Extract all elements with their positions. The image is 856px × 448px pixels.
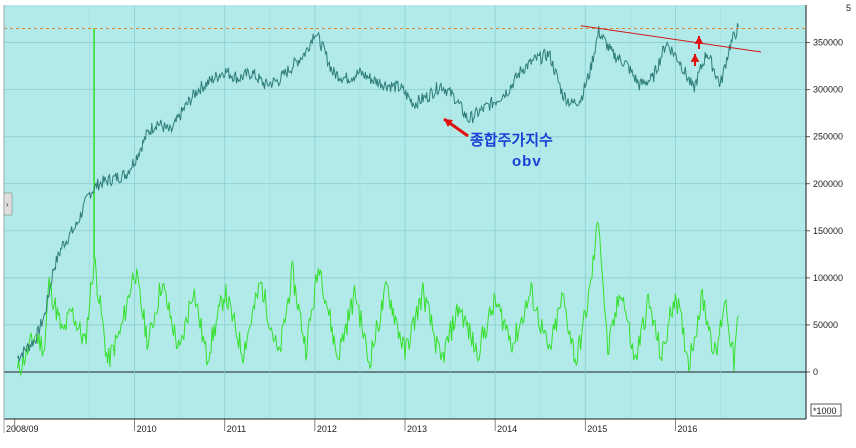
unit-label: *1000 (813, 406, 837, 416)
annotation-arrow-head (444, 119, 453, 128)
up-arrow-lower-head (690, 54, 700, 62)
x-tick-label: 2012 (317, 424, 337, 434)
y-tick-label: 300000 (813, 85, 843, 95)
trend-line (580, 25, 762, 53)
y-tick-label: 250000 (813, 132, 843, 142)
annotation-subtitle: obv (512, 153, 542, 170)
y-tick-label: 0 (813, 367, 818, 377)
unit-label-box (810, 403, 842, 417)
x-tick-label: 2010 (137, 424, 157, 434)
x-tick-label: 2011 (227, 424, 246, 434)
chevron-right-icon: › (6, 200, 9, 209)
x-tick-label: 2015 (587, 424, 607, 434)
series-line-index (17, 23, 739, 363)
series-line-obv (17, 221, 739, 377)
y-tick-label: 100000 (813, 273, 843, 283)
annotation-title: 종합주가지수 (470, 132, 553, 149)
up-arrow-head (694, 36, 704, 44)
y-tick-label: 150000 (813, 226, 843, 236)
y-tick-label: 200000 (813, 179, 843, 189)
y-tick-label: 50000 (813, 320, 838, 330)
x-tick-label: 2008/09 (6, 424, 39, 434)
x-tick-label: 2016 (677, 424, 697, 434)
y-tick-label: 350000 (813, 38, 843, 48)
x-tick-label: 2013 (407, 424, 427, 434)
x-tick-label: 2014 (497, 424, 517, 434)
scroll-handle[interactable] (3, 192, 13, 216)
corner-label: 5 (846, 3, 851, 13)
